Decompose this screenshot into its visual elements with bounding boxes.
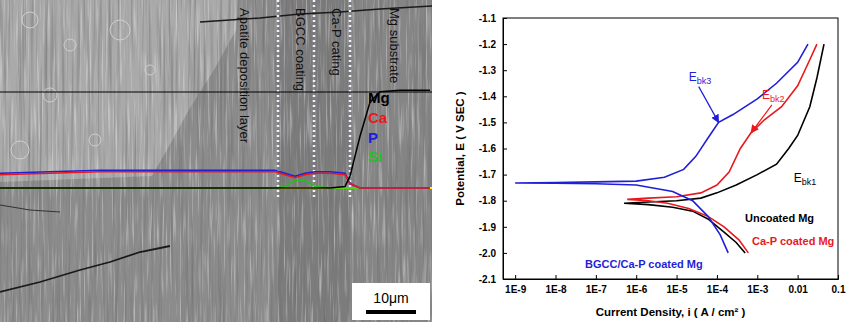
- y-tick-label: -1.5: [479, 117, 497, 128]
- profile-line: [0, 181, 430, 188]
- x-tick: 0.1: [832, 275, 846, 295]
- sem-texture-dark: [0, 0, 432, 322]
- breakdown-label: Ebk3: [689, 70, 712, 86]
- sem-crack: [0, 246, 170, 292]
- x-tick-label: 0.1: [832, 284, 846, 295]
- breakdown-arrow: [751, 105, 772, 133]
- element-label: Mg: [368, 89, 390, 106]
- y-tick-mark: [503, 70, 507, 71]
- x-tick: 1E-3: [747, 275, 769, 295]
- y-tick-label: -1.1: [479, 13, 497, 24]
- y-tick-label: -2.0: [479, 248, 497, 259]
- x-tick-label: 1E-4: [707, 284, 729, 295]
- x-tick: 0.01: [788, 275, 808, 295]
- x-tick: 1E-5: [667, 275, 689, 295]
- y-tick-mark: [503, 149, 507, 150]
- polarization-curve: [624, 44, 824, 253]
- sem-bubble: [110, 20, 130, 40]
- y-axis-title: Potential, E ( V SEC ): [454, 91, 466, 206]
- layer-boundary: [277, 0, 280, 200]
- x-tick-mark: [556, 275, 557, 279]
- x-axis-title: Current Density, i ( A / cm² ): [596, 306, 746, 318]
- x-tick: 1E-4: [707, 275, 729, 295]
- x-tick-mark: [717, 275, 718, 279]
- y-tick-mark: [503, 44, 507, 45]
- y-tick-label: -1.6: [479, 143, 497, 154]
- y-tick-mark: [503, 227, 507, 228]
- layer-label: Apatite deposition layer: [237, 8, 252, 144]
- curve-label: Ca-P coated Mg: [752, 235, 834, 247]
- element-label: Si: [368, 148, 382, 165]
- x-tick-mark: [515, 275, 516, 279]
- x-tick-label: 1E-7: [586, 284, 608, 295]
- layer-label: BGCC coating: [293, 8, 308, 91]
- figure: Mg Ca P Si Apatite deposition layer BGCC coat…: [0, 0, 851, 322]
- profile-line: [0, 170, 430, 188]
- x-tick-label: 0.01: [788, 284, 808, 295]
- sem-crack: [0, 205, 60, 212]
- x-tick-mark: [798, 275, 799, 279]
- plot-frame: [503, 18, 838, 279]
- y-tick-label: -1.2: [479, 39, 497, 50]
- x-tick-label: 1E-8: [545, 284, 567, 295]
- layer-label: Mg substrate: [387, 8, 402, 83]
- sem-bubble: [11, 141, 29, 159]
- element-label: Ca: [368, 109, 388, 126]
- breakdown-arrow: [699, 87, 719, 123]
- x-tick-label: 1E-5: [667, 284, 689, 295]
- y-axis-line: [504, 19, 508, 280]
- layer-label: Ca-P cating: [329, 8, 344, 76]
- x-axis: 1E-9 1E-8 1E-7 1E-6 1E-5 1E-4 1E-3 0.01 0.1: [504, 275, 846, 295]
- y-tick-label: -1.4: [479, 91, 497, 102]
- breakdown-label: Ebk2: [762, 88, 785, 104]
- sem-background: [0, 0, 432, 322]
- x-tick: 1E-9: [505, 275, 527, 295]
- sem-image: [0, 0, 432, 322]
- x-tick: 1E-8: [545, 275, 567, 295]
- y-tick-mark: [503, 253, 507, 254]
- scale-bar-label: 10μm: [373, 290, 408, 306]
- x-tick-mark: [636, 275, 637, 279]
- x-tick-mark: [757, 275, 758, 279]
- polarization-curve: [627, 44, 817, 253]
- y-tick-mark: [503, 122, 507, 123]
- curve-label: BGCC/Ca-P coated Mg: [585, 258, 703, 270]
- y-tick-label: -2.1: [479, 274, 497, 285]
- scale-bar: [366, 310, 416, 314]
- x-tick-mark: [677, 275, 678, 279]
- x-tick: 1E-7: [586, 275, 608, 295]
- sem-bubble: [43, 88, 57, 102]
- y-tick-mark: [503, 201, 507, 202]
- y-tick-label: -1.7: [479, 169, 497, 180]
- element-label: P: [368, 129, 378, 146]
- sem-bubble: [22, 12, 38, 28]
- sem-bubble: [145, 65, 155, 75]
- sem-bubble: [64, 39, 76, 51]
- scale-bar-box: [352, 283, 430, 320]
- y-tick-label: -1.9: [479, 222, 497, 233]
- profile-lines: [0, 90, 430, 188]
- profile-line: [0, 172, 430, 188]
- y-tick-mark: [503, 175, 507, 176]
- curve-label: Uncoated Mg: [745, 212, 814, 224]
- x-tick-mark: [596, 275, 597, 279]
- sem-texture-light: [0, 0, 432, 322]
- x-tick: 1E-6: [626, 275, 648, 295]
- x-tick-label: 1E-6: [626, 284, 648, 295]
- breakdown-label: Ebk1: [794, 171, 817, 187]
- x-tick-label: 1E-3: [747, 284, 769, 295]
- y-tick-mark: [503, 96, 507, 97]
- y-tick-label: -1.3: [479, 65, 497, 76]
- layer-boundary: [313, 0, 316, 200]
- curves: [515, 44, 824, 253]
- profile-line: [0, 90, 430, 188]
- x-tick-label: 1E-9: [505, 284, 527, 295]
- y-tick-label: -1.8: [479, 195, 497, 206]
- sem-bubble: [89, 134, 101, 146]
